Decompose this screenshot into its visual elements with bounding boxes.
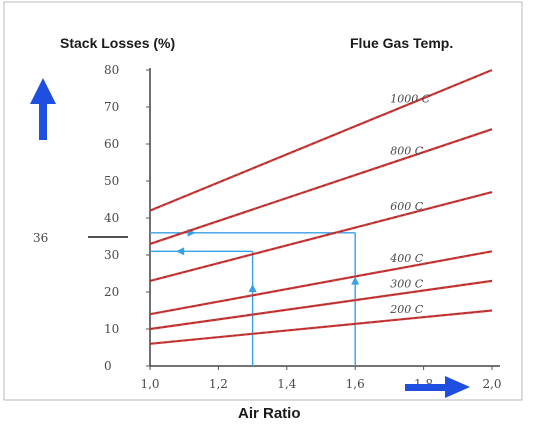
series-label: 200 C <box>389 303 423 316</box>
series-lines <box>149 68 493 345</box>
guide-arrow-left <box>176 247 185 256</box>
series-line-dots <box>149 310 493 345</box>
x-tick-label: 1,2 <box>209 377 228 391</box>
series-label: 400 C <box>389 252 423 265</box>
y-tick-label: 40 <box>104 211 119 225</box>
guide-arrow-up-right <box>351 276 360 285</box>
x-tick-label: 2,0 <box>482 377 501 391</box>
series-line <box>149 128 493 245</box>
series-label: 600 C <box>390 200 423 213</box>
y-tick-label: 50 <box>104 174 119 188</box>
x-tick-label: 1,4 <box>277 377 296 391</box>
series-line-dots <box>149 191 493 282</box>
guide-arrow-up-left <box>248 284 257 292</box>
series-line-dots <box>149 69 493 211</box>
x-tick-label: 1,0 <box>140 377 159 391</box>
series-label: 1000 C <box>390 92 430 105</box>
y-tick-label: 30 <box>104 248 119 262</box>
y-tick-label: 60 <box>104 137 119 151</box>
marker-value-label: 36 <box>33 231 48 245</box>
series-line-dots <box>149 251 493 315</box>
series-labels: 1000 C 800 C 600 C 400 C 300 C 200 C <box>389 92 430 315</box>
y-tick-label: 20 <box>104 285 119 299</box>
series-label: 800 C <box>390 144 423 157</box>
chart-frame <box>3 1 523 401</box>
y-tick-label: 80 <box>104 63 119 77</box>
y-tick-label: 70 <box>104 100 119 114</box>
x-axis-title: Air Ratio <box>238 405 301 422</box>
up-arrow-icon <box>30 78 56 140</box>
series-label: 300 C <box>390 277 423 290</box>
series-line-dots <box>149 280 493 330</box>
right-arrow-icon <box>405 376 470 398</box>
y-tick-label: 0 <box>104 359 112 373</box>
y-tick-label: 10 <box>104 322 119 336</box>
axes <box>149 68 500 367</box>
x-tick-label: 1,6 <box>346 377 365 391</box>
y-axis-title: Stack Losses (%) <box>60 35 175 51</box>
y-tick-labels: 0 10 20 30 40 50 60 70 80 <box>104 63 150 373</box>
chart-title: Flue Gas Temp. <box>350 35 453 51</box>
